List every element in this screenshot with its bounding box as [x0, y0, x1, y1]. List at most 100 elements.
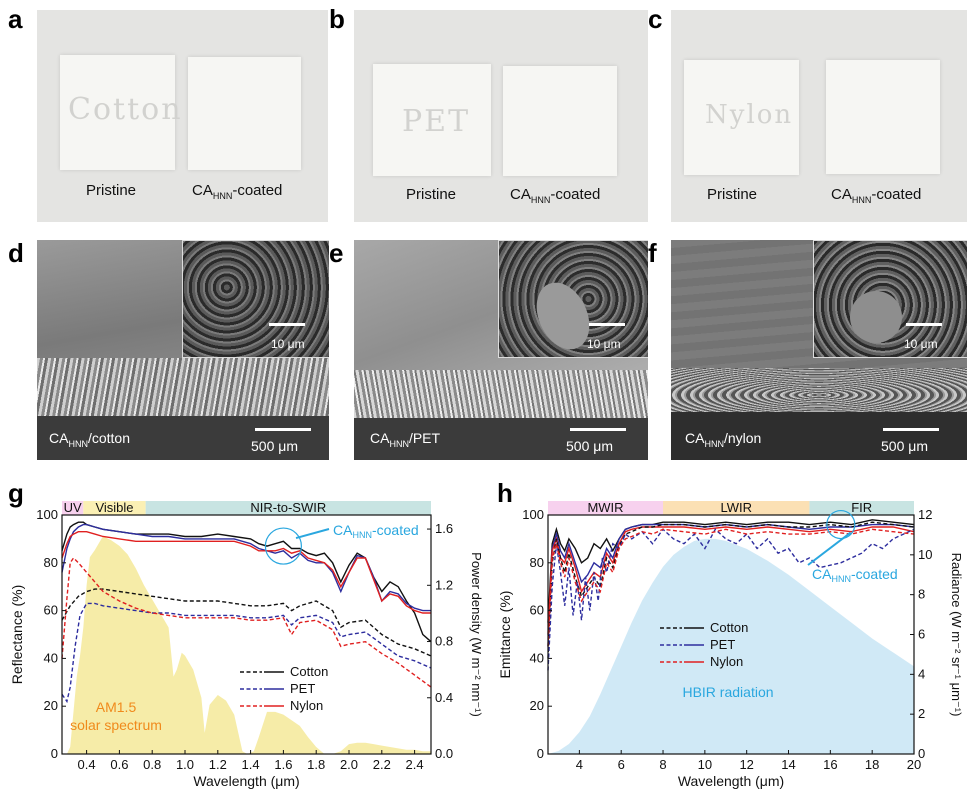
- g-xtick-label-1: 0.6: [110, 757, 128, 772]
- h-series-pristine-cotton: [547, 521, 915, 659]
- g-ytick-label-4: 80: [44, 555, 58, 570]
- h-series-pristine-nylon: [547, 528, 915, 647]
- g-xtick-label-4: 1.2: [209, 757, 227, 772]
- g-series-coated-nylon: [61, 531, 431, 614]
- h-ytick-label-0: 0: [537, 746, 544, 761]
- g-annotation-arrow: [295, 528, 330, 540]
- g-annotation-circle: [264, 527, 302, 565]
- written-label-nylon: Nylon: [705, 100, 794, 130]
- panel-label-c: c: [648, 4, 663, 34]
- pristine-swatch-nylon: [684, 60, 799, 175]
- scale-label-d: 500 μm: [251, 438, 298, 454]
- h-y2tick-label-1: 2: [918, 706, 925, 721]
- g-xtick-label-2: 0.8: [143, 757, 161, 772]
- inset-scale-bar-f: [906, 323, 942, 326]
- inset-scale-label-e: 10 μm: [587, 337, 621, 351]
- caption-pristine-a: Pristine: [86, 182, 137, 199]
- g-y2label: Power density (W m⁻² nm⁻¹): [469, 552, 484, 717]
- scale-label-e: 500 μm: [566, 438, 613, 454]
- g-background-spectrum: [66, 536, 432, 754]
- pristine-swatch-pet: [373, 64, 491, 176]
- panel-label-f: f: [648, 238, 657, 268]
- panel-label-g: g: [8, 478, 24, 508]
- h-annotation-circle: [826, 509, 856, 540]
- written-label-pet: PET: [402, 104, 471, 139]
- h-hbir-label: HBIR radiation: [682, 684, 773, 700]
- g-legend-label-1: PET: [290, 681, 315, 696]
- h-xlabel: Wavelength (μm): [678, 773, 784, 789]
- h-xtick-label-4: 12: [739, 757, 753, 772]
- h-xtick-label-5: 14: [781, 757, 795, 772]
- h-ytick-label-4: 80: [530, 555, 544, 570]
- h-annotation-arrow: [807, 531, 852, 566]
- region-label-0: MWIR: [587, 500, 623, 515]
- h-xtick-label-3: 10: [698, 757, 712, 772]
- sem-inset-d: 10 μm: [182, 240, 329, 358]
- g-ylabel: Reflectance (%): [9, 585, 25, 685]
- g-series-pristine-nylon: [61, 556, 432, 688]
- g-xlabel: Wavelength (μm): [193, 773, 299, 789]
- g-y2tick-label-0: 0.0: [435, 746, 453, 761]
- h-y2tick-label-4: 8: [918, 587, 925, 602]
- written-label-cotton: Cotton: [68, 92, 183, 127]
- h-ytick-label-1: 20: [530, 698, 544, 713]
- sem-inset-e: 10 μm: [498, 240, 648, 358]
- g-ytick-label-1: 20: [44, 698, 58, 713]
- h-y2tick-label-5: 10: [918, 547, 932, 562]
- h-ytick-label-3: 60: [530, 603, 544, 618]
- h-series-coated-nylon: [547, 526, 915, 635]
- reflectance-chart: UV Visible NIR-to-SWIR 0.4 0.6 0.8 1.0 1.2 1.4 1.…: [9, 500, 484, 789]
- h-ytick-label-5: 100: [522, 507, 544, 522]
- h-y2tick-label-3: 6: [918, 627, 925, 642]
- scale-label-f: 500 μm: [881, 438, 928, 454]
- g-ytick-label-5: 100: [36, 507, 58, 522]
- h-legend-label-1: PET: [710, 637, 735, 652]
- h-ylabel: Emittance (%): [497, 591, 513, 679]
- sem-inset-f: 10 μm: [813, 240, 967, 358]
- h-xtick-label-7: 18: [865, 757, 879, 772]
- h-xtick-label-2: 8: [659, 757, 666, 772]
- g-ytick-label-0: 0: [51, 746, 58, 761]
- h-xtick-label-0: 4: [576, 757, 583, 772]
- inset-scale-label-d: 10 μm: [271, 337, 305, 351]
- region-band-0: [62, 501, 84, 515]
- region-band-0: [548, 501, 664, 515]
- coated-swatch-pet: [503, 66, 617, 176]
- g-xtick-label-9: 2.2: [373, 757, 391, 772]
- region-label-0: UV: [64, 500, 82, 515]
- g-y2tick-label-1: 0.4: [435, 690, 453, 705]
- panel-label-a: a: [8, 4, 23, 34]
- caption-pristine-c: Pristine: [707, 186, 758, 203]
- panel-label-b: b: [329, 4, 345, 34]
- inset-scale-bar-e: [589, 323, 625, 326]
- g-y2tick-label-4: 1.6: [435, 521, 453, 536]
- sample-name-f: CAHNN/nylon: [685, 430, 762, 449]
- g-xtick-label-10: 2.4: [406, 757, 424, 772]
- coated-swatch-nylon: [826, 60, 940, 174]
- region-label-2: FIR: [851, 500, 872, 515]
- h-xtick-label-8: 20: [907, 757, 921, 772]
- g-ytick-label-3: 60: [44, 603, 58, 618]
- h-annotation-label: CAHNN-coated: [812, 566, 898, 584]
- h-y2label: Radiance (W m⁻² sr⁻¹ μm⁻¹): [949, 553, 964, 717]
- sample-name-d: CAHNN/cotton: [49, 430, 130, 449]
- g-solar-label-line1: AM1.5: [96, 699, 137, 715]
- g-xtick-label-3: 1.0: [176, 757, 194, 772]
- h-ytick-label-2: 40: [530, 650, 544, 665]
- region-band-2: [145, 501, 431, 515]
- g-xtick-label-6: 1.6: [274, 757, 292, 772]
- g-y2tick-label-3: 1.2: [435, 577, 453, 592]
- g-legend-label-2: Nylon: [290, 698, 323, 713]
- g-annotation-label: CAHNN-coated: [333, 522, 419, 540]
- region-label-2: NIR-to-SWIR: [250, 500, 326, 515]
- region-band-1: [663, 501, 810, 515]
- caption-coated-a: CAHNN-coated: [192, 182, 283, 201]
- sem-image-d: 10 μm CAHNN/cotton 500 μm: [37, 240, 329, 460]
- g-ytick-label-2: 40: [44, 650, 58, 665]
- region-band-1: [83, 501, 146, 515]
- g-xtick-label-8: 2.0: [340, 757, 358, 772]
- panel-label-d: d: [8, 238, 24, 268]
- h-xtick-label-6: 16: [823, 757, 837, 772]
- h-y2tick-label-6: 12: [918, 507, 932, 522]
